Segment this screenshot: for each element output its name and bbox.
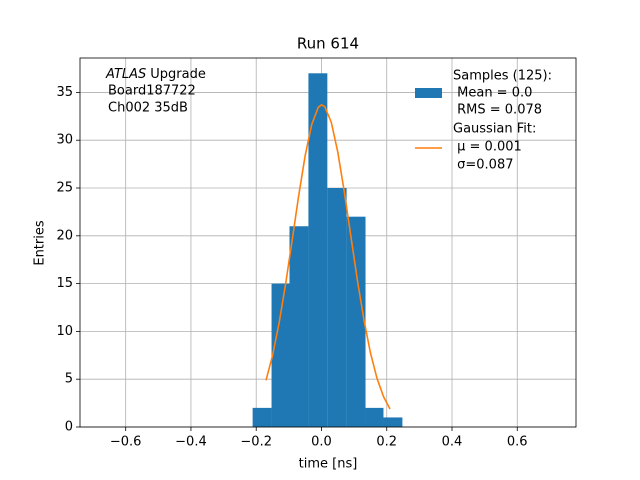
annotation-emphasis: ATLAS (105, 67, 146, 82)
x-tick-label: −0.2 (240, 435, 272, 450)
bar (308, 73, 328, 427)
fit-line (265, 103, 391, 410)
annotation: Board187722 (108, 84, 196, 99)
x-tick-label: −0.4 (175, 435, 207, 450)
y-tick-label: 20 (56, 228, 73, 243)
y-tick-label: 30 (56, 133, 73, 148)
bar (289, 226, 309, 427)
legend-swatch (415, 88, 442, 98)
y-tick-label: 5 (65, 372, 73, 387)
bar (327, 188, 347, 427)
legend-label: RMS = 0.078 (453, 103, 542, 118)
x-tick-label: 0.6 (507, 435, 528, 450)
x-tick-label: 0.4 (442, 435, 463, 450)
x-axis-label: time [ns] (299, 457, 358, 472)
legend-label: Samples (125): (453, 69, 552, 84)
x-tick-label: 0.0 (311, 435, 332, 450)
axes-frame (79, 57, 577, 428)
y-tick-label: 15 (56, 276, 73, 291)
bar (271, 283, 290, 427)
x-tick-label: 0.2 (376, 435, 397, 450)
y-tick-label: 35 (56, 85, 73, 100)
legend-label: σ=0.087 (453, 158, 513, 173)
annotation: Ch002 35dB (108, 101, 188, 116)
y-tick-label: 10 (56, 324, 73, 339)
bar (346, 216, 366, 427)
legend-label: μ = 0.001 (453, 140, 522, 155)
bar (365, 407, 384, 427)
annotation: ATLAS Upgrade (105, 67, 206, 82)
chart-title: Run 614 (297, 35, 359, 53)
x-tick-label: −0.6 (110, 435, 142, 450)
bar (383, 417, 403, 427)
y-axis-label: Entries (33, 220, 48, 266)
legend-label: Gaussian Fit: (453, 122, 536, 137)
legend-label: Mean = 0.0 (453, 86, 532, 101)
annotation-text: Upgrade (150, 67, 206, 82)
y-tick-label: 25 (56, 181, 73, 196)
y-tick-label: 0 (65, 420, 73, 435)
bar (252, 407, 272, 427)
